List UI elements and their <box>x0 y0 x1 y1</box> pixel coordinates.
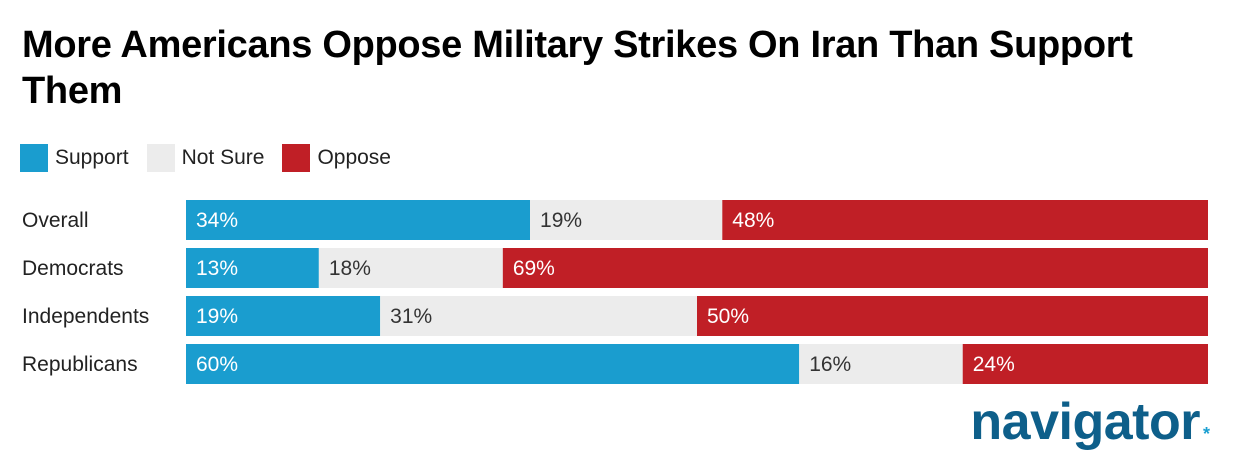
legend-label-not-sure: Not Sure <box>181 146 265 169</box>
data-label: 16% <box>809 353 851 376</box>
category-label: Independents <box>22 305 149 328</box>
legend-swatch-not-sure <box>146 144 175 172</box>
legend-item-support: Support <box>20 144 129 172</box>
data-label: 24% <box>973 353 1015 376</box>
chart-title: More Americans Oppose Military Strikes O… <box>22 24 1133 112</box>
data-label: 19% <box>540 209 582 232</box>
data-label: 19% <box>196 305 238 328</box>
legend-swatch-support <box>20 144 48 172</box>
legend-swatch-oppose <box>282 144 311 172</box>
data-label: 60% <box>196 353 238 376</box>
data-label: 69% <box>513 257 555 280</box>
bar-segment-oppose <box>697 296 1208 336</box>
legend: Support Not Sure Oppose <box>20 144 409 172</box>
data-label: 50% <box>707 305 749 328</box>
bar-segment-support <box>186 344 800 384</box>
data-label: 18% <box>329 257 371 280</box>
navigator-logo: navigator <box>970 393 1200 451</box>
legend-label-support: Support <box>55 146 129 169</box>
logo-asterisk: * <box>1202 424 1210 444</box>
bar-segment-oppose <box>722 200 1208 240</box>
bar-segment-not-sure <box>530 200 723 240</box>
data-label: 13% <box>196 257 238 280</box>
bar-segment-oppose <box>962 344 1208 384</box>
navigator-logo-group: navigator * <box>970 392 1210 452</box>
category-label: Overall <box>22 209 89 232</box>
data-label: 31% <box>390 305 432 328</box>
category-label: Democrats <box>22 257 124 280</box>
bar-segment-support <box>186 200 531 240</box>
data-label: 48% <box>732 209 774 232</box>
legend-item-oppose: Oppose <box>282 144 391 172</box>
bar-segment-not-sure <box>318 248 503 288</box>
category-label: Republicans <box>22 353 138 376</box>
bar-plot: Overall 34% 19% 48% Democrats 13% 18% 69% Indepe… <box>22 200 1208 384</box>
bar-segment-not-sure <box>799 344 963 384</box>
bar-segment-support <box>186 296 381 336</box>
data-label: 34% <box>196 209 238 232</box>
bar-segment-oppose <box>502 248 1208 288</box>
bar-segment-not-sure <box>380 296 697 336</box>
bar-segment-support <box>186 248 319 288</box>
legend-label-oppose: Oppose <box>317 146 391 169</box>
legend-item-not-sure: Not Sure <box>146 144 265 172</box>
